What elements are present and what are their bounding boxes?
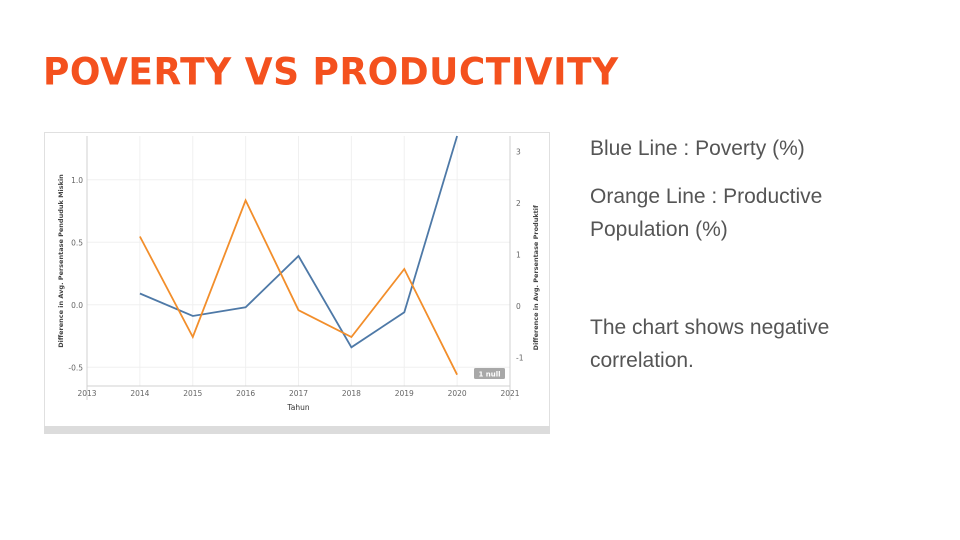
y-right-axis-title: Difference in Avg. Persentase Produktif	[532, 205, 540, 350]
y-left-tick-label: 1.0	[71, 176, 83, 185]
x-tick-label: 2019	[395, 389, 414, 398]
x-tick-label: 2015	[183, 389, 202, 398]
x-tick-label: 2021	[500, 389, 519, 398]
x-tick-label: 2013	[77, 389, 96, 398]
y-left-axis-title: Difference in Avg. Persentase Penduduk M…	[57, 174, 65, 348]
y-right-tick-label: 1	[516, 251, 521, 260]
y-right-tick-label: 2	[516, 199, 521, 208]
y-left-tick-label: 0.5	[71, 238, 83, 247]
slide-title: POVERTY VS PRODUCTIVITY	[43, 50, 619, 95]
chart-frame	[44, 132, 550, 427]
chart-bottom-bar	[44, 426, 550, 434]
conclusion-text: The chart shows negative correlation.	[590, 316, 830, 372]
x-tick-label: 2020	[448, 389, 467, 398]
x-tick-label: 2016	[236, 389, 255, 398]
y-left-tick-label: 0.0	[71, 301, 83, 310]
x-tick-label: 2014	[130, 389, 149, 398]
x-tick-label: 2018	[342, 389, 361, 398]
y-right-tick-label: 0	[516, 302, 521, 311]
null-badge	[474, 368, 505, 379]
dual-axis-line-chart: 2013 2014 2015 2016 2017 2018 2019 2020 2021 1.0 0…	[44, 132, 550, 434]
chart-svg: 2013 2014 2015 2016 2017 2018 2019 2020 20211.00…	[44, 132, 550, 434]
x-tick-label: 2017	[289, 389, 308, 398]
legend-blue-line-text: Blue Line : Poverty (%)	[590, 137, 805, 160]
productive-series-line	[139, 198, 458, 376]
y-right-tick-label: -1	[516, 354, 524, 363]
null-badge-label: 1 null	[478, 370, 500, 378]
legend-orange-line-text: Orange Line : Productive Population (%)	[590, 185, 823, 241]
y-right-tick-label: 3	[516, 147, 521, 156]
x-axis-title: Tahun	[286, 403, 309, 412]
y-left-tick-label: -0.5	[68, 363, 83, 372]
